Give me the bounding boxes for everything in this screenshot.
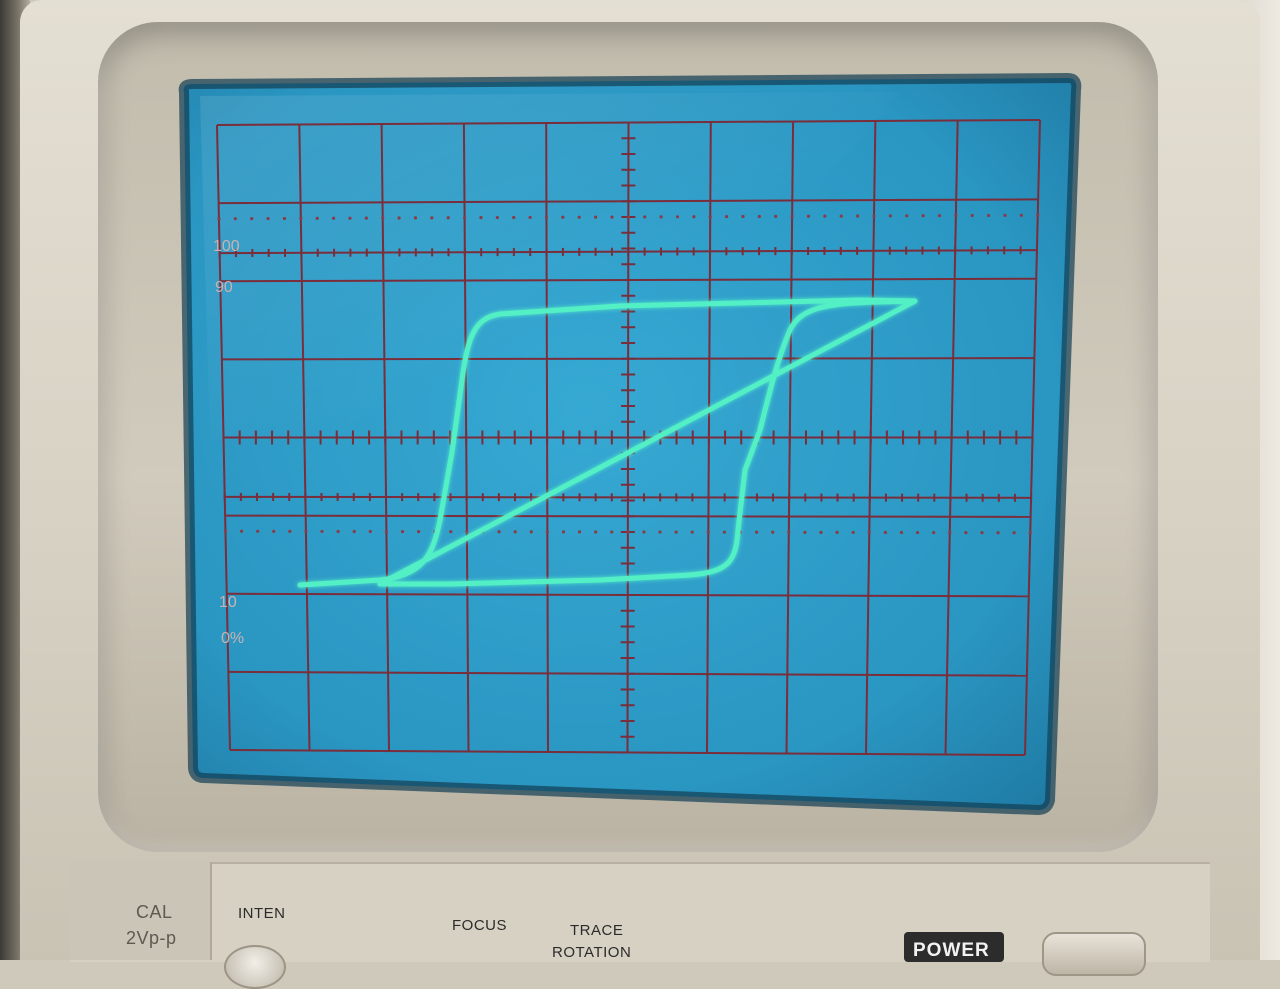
- graticule-ticks: [218, 121, 1038, 754]
- crt-glare: [200, 92, 900, 440]
- level-label-0-percent: 0%: [221, 630, 244, 647]
- trace-rotation-label-top: TRACE: [570, 922, 624, 939]
- screen-shading: [178, 72, 1082, 816]
- power-label-plate: [904, 932, 1004, 962]
- focus-label: FOCUS: [452, 917, 507, 934]
- trace-rotation-label-bottom: ROTATION: [552, 944, 632, 961]
- graticule-dotted-lines: [217, 213, 1040, 535]
- crt-screen: 100 90 10 0%: [178, 72, 1082, 816]
- hysteresis-trace: [297, 297, 918, 588]
- cal-label: CAL: [136, 902, 173, 922]
- inten-label: INTEN: [238, 905, 286, 922]
- inten-knob[interactable]: [224, 945, 286, 989]
- cal-voltage-label: 2Vp-p: [126, 928, 177, 948]
- power-label: POWER: [913, 940, 990, 961]
- level-label-100: 100: [213, 238, 240, 255]
- cal-block: [70, 862, 212, 960]
- level-label-90: 90: [215, 279, 233, 296]
- power-button[interactable]: [1042, 932, 1146, 976]
- level-label-10: 10: [219, 594, 237, 611]
